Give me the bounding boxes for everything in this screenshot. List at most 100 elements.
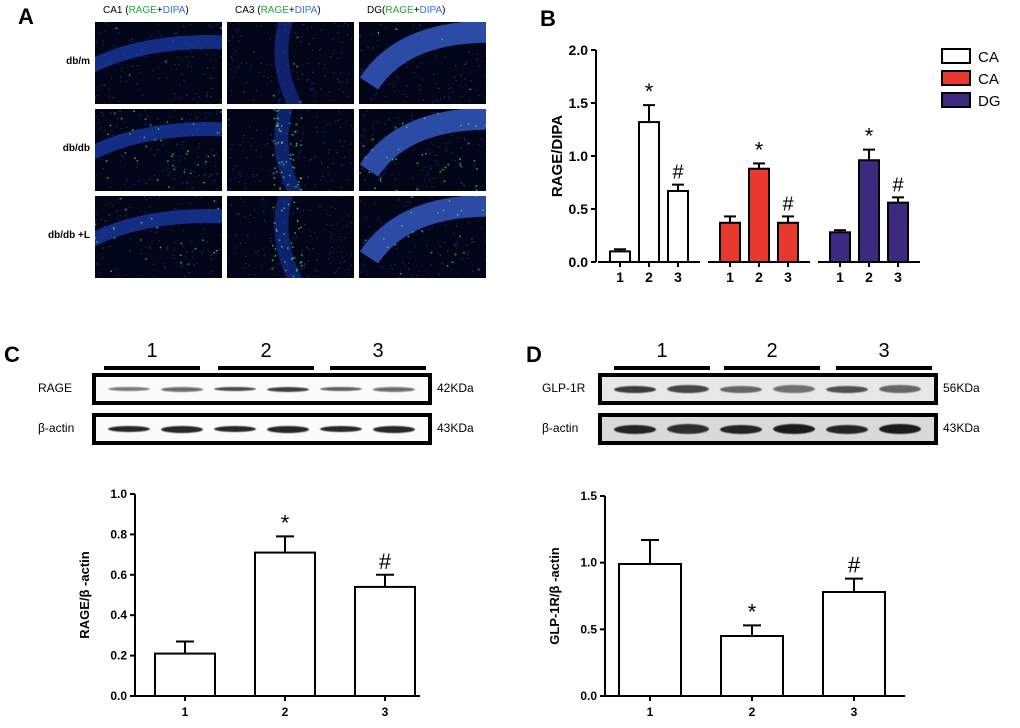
nucleus-dot [412, 27, 414, 30]
rage-dot [187, 150, 190, 153]
nucleus-dot [336, 151, 338, 154]
nucleus-dot [178, 64, 180, 66]
x-tick-label: 3 [382, 705, 389, 719]
nucleus-dot [304, 184, 306, 187]
rage-dot [276, 117, 279, 120]
rage-dot [131, 128, 134, 131]
nucleus-dot [274, 172, 277, 175]
nucleus-dot [413, 149, 415, 152]
rage-dot [272, 172, 275, 175]
rage-dot [166, 160, 169, 163]
nucleus-dot [413, 208, 416, 210]
nucleus-dot [391, 268, 394, 270]
rage-dot [283, 207, 285, 209]
lane-bar [724, 366, 820, 370]
chart-d-glp1r-actin: 0.0 0.5 1.0 1.5 GLP-1R/β -actin 1 2 * 3 # [547, 489, 905, 719]
nucleus-dot [338, 88, 341, 90]
rage-dot [183, 171, 186, 174]
rage-dot [276, 230, 278, 233]
nucleus-dot [191, 55, 193, 58]
nucleus-dot [452, 121, 454, 123]
rage-dot [292, 159, 295, 161]
nucleus-dot [110, 234, 113, 236]
rage-dot [150, 217, 153, 220]
y-tick-label: 1.0 [110, 487, 127, 501]
nucleus-dot [242, 201, 244, 204]
nucleus-dot [198, 41, 200, 43]
rage-dot [278, 161, 281, 164]
nucleus-dot [273, 153, 276, 155]
nucleus-dot [418, 270, 421, 273]
nucleus-dot [468, 120, 470, 122]
rage-dot [286, 184, 289, 186]
nucleus-dot [195, 93, 197, 95]
nucleus-dot [411, 118, 414, 121]
nucleus-dot [309, 89, 312, 92]
nucleus-dot [271, 174, 273, 177]
nucleus-dot [384, 123, 386, 125]
nucleus-dot [435, 55, 437, 57]
nucleus-dot [331, 246, 333, 248]
nucleus-dot [191, 134, 194, 136]
nucleus-dot [269, 38, 271, 40]
rage-dot [395, 189, 398, 191]
significance-marker: * [645, 79, 654, 104]
nucleus-dot [100, 241, 102, 244]
nucleus-dot [239, 23, 241, 25]
blot-band [826, 424, 868, 434]
rage-dot [293, 201, 296, 204]
nucleus-dot [110, 112, 112, 114]
legend-label: CA3 [978, 71, 1000, 88]
nucleus-dot [308, 159, 311, 161]
nucleus-dot [378, 55, 380, 58]
rage-dot [273, 117, 276, 120]
blot-band [373, 425, 415, 433]
nucleus-dot [360, 135, 363, 137]
nucleus-dot [456, 272, 459, 274]
nucleus-dot [412, 177, 414, 180]
legend-label: DG [978, 93, 1000, 110]
nucleus-dot [190, 51, 192, 53]
nucleus-dot [454, 244, 456, 246]
nucleus-dot [308, 248, 310, 251]
nucleus-dot [137, 180, 140, 183]
rage-dot [166, 121, 169, 124]
nucleus-dot [467, 251, 469, 253]
nucleus-dot [183, 79, 185, 82]
nucleus-dot [461, 116, 464, 118]
nucleus-dot [162, 144, 164, 147]
nucleus-dot [276, 71, 278, 73]
nucleus-dot [166, 213, 168, 215]
nucleus-dot [234, 50, 237, 53]
nucleus-dot [427, 211, 429, 214]
nucleus-dot [467, 222, 470, 224]
nucleus-dot [339, 236, 341, 238]
nucleus-dot [228, 39, 231, 42]
nucleus-dot [419, 84, 421, 86]
nucleus-dot [376, 216, 379, 219]
bar-dg-1 [829, 231, 851, 264]
cell-layer [274, 109, 303, 191]
nucleus-dot [327, 166, 329, 168]
nucleus-dot [397, 55, 399, 58]
nucleus-dot [143, 196, 146, 198]
nucleus-dot [323, 131, 325, 134]
nucleus-dot [249, 221, 251, 223]
cell-layer [359, 22, 486, 90]
nucleus-dot [249, 64, 252, 67]
bar-lane-3 [354, 585, 416, 697]
rage-dot [300, 264, 303, 267]
rage-dot [136, 160, 139, 162]
nucleus-dot [184, 157, 187, 160]
nucleus-dot [327, 124, 329, 126]
x-tick-label: 3 [674, 269, 682, 285]
nucleus-dot [180, 264, 183, 266]
nucleus-dot [216, 23, 218, 25]
nucleus-dot [344, 156, 346, 159]
nucleus-dot [378, 219, 380, 222]
column-title-open: ( [382, 5, 386, 16]
nucleus-dot [482, 60, 484, 63]
nucleus-dot [254, 209, 256, 211]
chart-b-rage-dipa: 0.0 0.5 1.0 1.5 2.0 RAGE/DIPA 1 2 * 3 #1 2 * 3 #1 2 * 3 # C… [549, 42, 1000, 285]
nucleus-dot [287, 249, 289, 251]
